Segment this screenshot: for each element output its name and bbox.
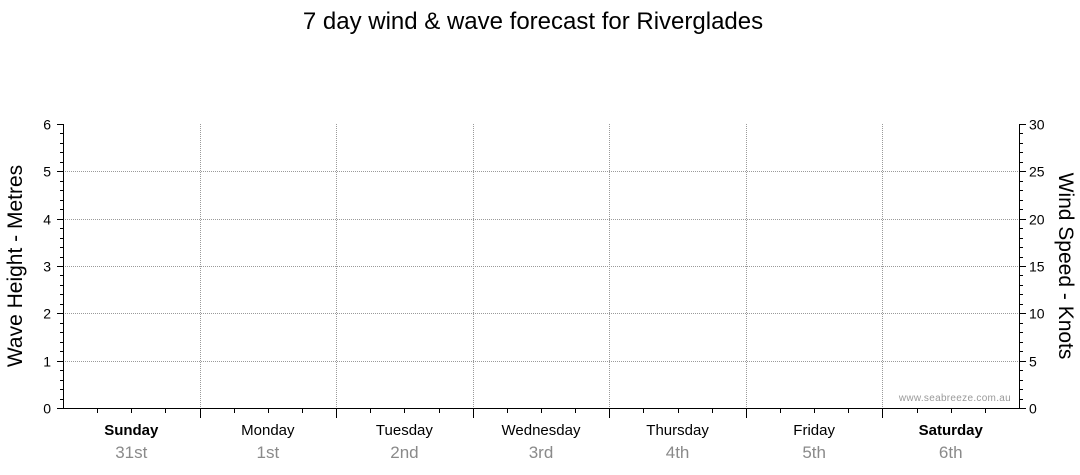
chart-title: 7 day wind & wave forecast for Riverglad… [303, 8, 763, 35]
y-right-ticks: 0 5 10 15 20 25 30 [1020, 117, 1045, 417]
day-date-label: 6th [939, 443, 963, 462]
y-left-tick-label: 0 [43, 401, 51, 417]
y-right-tick-label: 5 [1029, 354, 1037, 370]
axes [63, 124, 1020, 418]
day-date-label: 1st [257, 443, 280, 462]
y-right-tick-label: 30 [1029, 117, 1045, 133]
day-name-label: Thursday [646, 422, 709, 439]
y-right-tick-label: 20 [1029, 212, 1045, 228]
day-name-label: Tuesday [376, 422, 433, 439]
watermark: www.seabreeze.com.au [898, 393, 1011, 404]
y-right-tick-label: 0 [1029, 401, 1037, 417]
y-right-tick-label: 15 [1029, 259, 1045, 275]
day-name-label: Monday [241, 422, 295, 439]
day-labels: Sunday 31st Monday 1st Tuesday 2nd Wednesday 3r… [104, 422, 983, 462]
day-name-label: Wednesday [502, 422, 581, 439]
y-right-tick-label: 10 [1029, 306, 1045, 322]
day-date-label: 31st [115, 443, 147, 462]
y-left-tick-label: 1 [43, 354, 51, 370]
y-left-tick-label: 2 [43, 306, 51, 322]
grid-lines [63, 124, 1019, 408]
y-right-tick-label: 25 [1029, 164, 1045, 180]
y-left-tick-label: 4 [43, 212, 51, 228]
day-date-label: 2nd [390, 443, 418, 462]
y-left-tick-label: 3 [43, 259, 51, 275]
y-left-ticks: 0 1 2 3 4 5 6 [43, 117, 63, 417]
day-name-label: Friday [793, 422, 835, 439]
y-left-axis-title: Wave Height - Metres [4, 165, 27, 367]
day-name-label: Saturday [919, 422, 984, 439]
day-date-label: 4th [666, 443, 690, 462]
y-left-tick-label: 6 [43, 117, 51, 133]
day-date-label: 3rd [529, 443, 554, 462]
y-right-axis-title: Wind Speed - Knots [1054, 173, 1077, 360]
day-name-label: Sunday [104, 422, 159, 439]
day-date-label: 5th [802, 443, 826, 462]
y-left-tick-label: 5 [43, 164, 51, 180]
